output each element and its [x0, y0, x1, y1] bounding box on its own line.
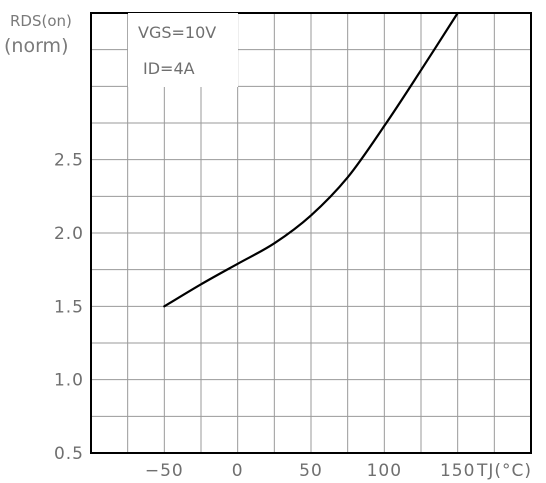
x-tick-label-1: 0: [232, 461, 244, 481]
y-axis-title-line2: (norm): [4, 35, 68, 57]
annotation-id: ID=4A: [143, 59, 195, 78]
y-tick-label-2: 1.5: [54, 297, 84, 317]
y-axis-title-line1: RDS(on): [10, 12, 72, 30]
annotation-vgs: VGS=10V: [138, 23, 216, 42]
x-tick-label-0: −50: [145, 461, 184, 481]
y-axis-title-box: [0, 5, 89, 60]
grid: [91, 13, 531, 453]
x-tick-label-3: 100: [367, 461, 402, 481]
y-tick-label-3: 2.0: [54, 224, 84, 244]
tick-labels: −50 0 50 100 150 0.5 1.0 1.5 2.0 2.5: [54, 151, 475, 481]
y-tick-label-4: 2.5: [54, 151, 84, 171]
y-tick-label-1: 1.0: [54, 371, 84, 391]
y-tick-label-0: 0.5: [54, 444, 84, 464]
x-axis-title: TJ(°C): [476, 461, 532, 481]
series-group: [163, 11, 459, 308]
series-line-0: [163, 11, 459, 308]
annotation-box: [128, 13, 238, 87]
x-tick-label-2: 50: [299, 461, 323, 481]
x-tick-label-4: 150: [440, 461, 475, 481]
plot-frame: [90, 12, 532, 454]
